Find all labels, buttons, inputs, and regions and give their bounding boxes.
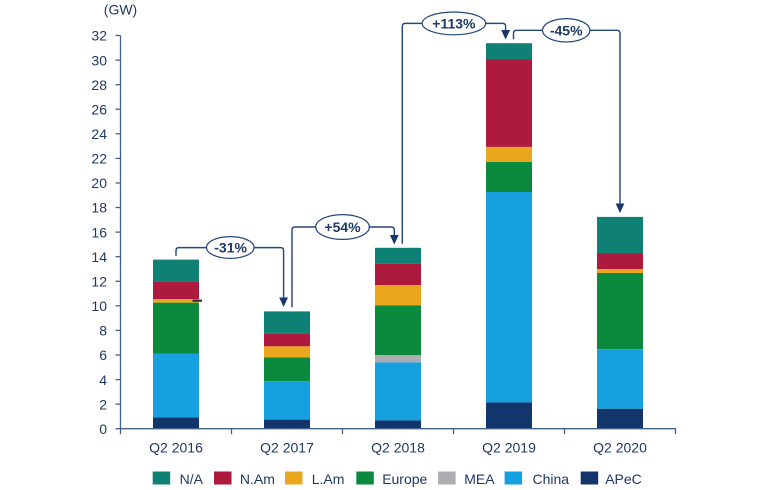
svg-text:Q2 2020: Q2 2020 xyxy=(593,439,647,455)
svg-text:L.Am: L.Am xyxy=(312,471,345,487)
svg-text:18: 18 xyxy=(91,200,107,216)
svg-text:+54%: +54% xyxy=(324,219,361,235)
svg-text:Europe: Europe xyxy=(382,471,427,487)
svg-text:Q2 2018: Q2 2018 xyxy=(371,439,425,455)
svg-text:8: 8 xyxy=(99,323,107,339)
svg-text:30: 30 xyxy=(91,52,107,68)
svg-text:N.Am: N.Am xyxy=(240,471,275,487)
svg-text:12: 12 xyxy=(91,274,107,290)
svg-text:MEA: MEA xyxy=(464,471,495,487)
svg-text:Q2 2019: Q2 2019 xyxy=(482,439,536,455)
svg-text:2: 2 xyxy=(99,396,107,412)
svg-text:China: China xyxy=(533,471,570,487)
svg-text:6: 6 xyxy=(99,347,107,363)
svg-text:Q2 2016: Q2 2016 xyxy=(149,439,203,455)
svg-text:(GW): (GW) xyxy=(104,2,137,18)
svg-text:16: 16 xyxy=(91,224,107,240)
svg-text:-31%: -31% xyxy=(214,240,247,256)
svg-text:10: 10 xyxy=(91,298,107,314)
svg-text:0: 0 xyxy=(99,421,107,437)
svg-text:24: 24 xyxy=(91,126,107,142)
svg-text:14: 14 xyxy=(91,249,107,265)
svg-text:APeC: APeC xyxy=(605,471,642,487)
svg-text:22: 22 xyxy=(91,151,107,167)
svg-text:28: 28 xyxy=(91,77,107,93)
svg-text:26: 26 xyxy=(91,101,107,117)
svg-text:4: 4 xyxy=(99,372,107,388)
svg-text:-45%: -45% xyxy=(550,22,583,38)
svg-text:20: 20 xyxy=(91,175,107,191)
svg-text:Q2 2017: Q2 2017 xyxy=(260,439,314,455)
svg-text:32: 32 xyxy=(91,28,107,44)
svg-text:+113%: +113% xyxy=(432,15,476,31)
svg-text:N/A: N/A xyxy=(180,471,204,487)
